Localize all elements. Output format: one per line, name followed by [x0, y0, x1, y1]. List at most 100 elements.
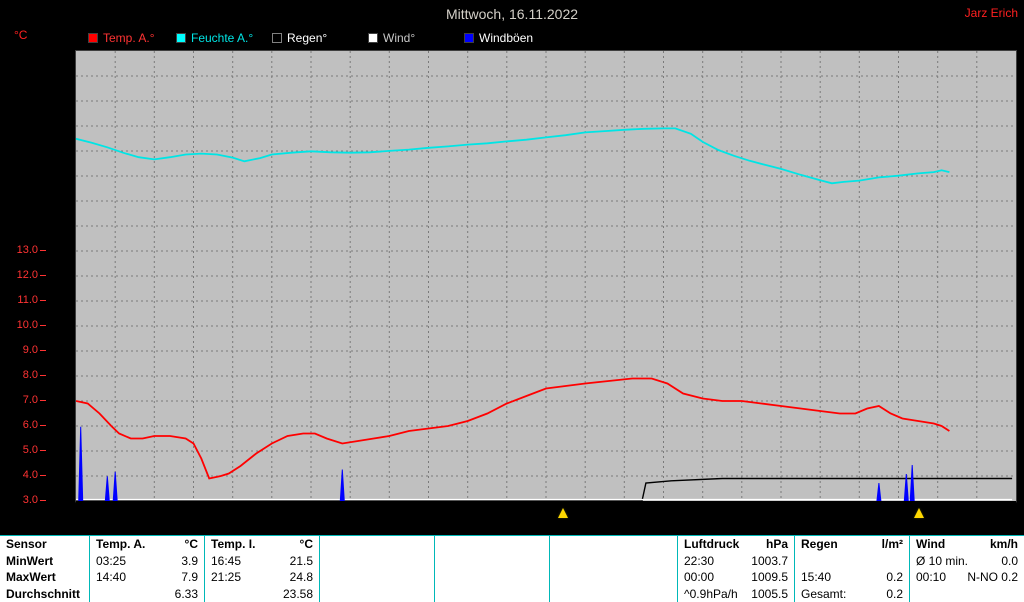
min-luftdruck-time: 22:30 — [684, 553, 715, 568]
y-tick-mark — [40, 350, 46, 351]
min-empty-3 — [550, 552, 678, 569]
col-header-wind: Wind km/h — [910, 536, 1024, 553]
legend-label: Temp. A.° — [103, 31, 155, 45]
min-luftdruck-value: 1003.7 — [751, 553, 788, 568]
series-windb-en-spike — [104, 476, 110, 501]
avg-empty-2 — [435, 585, 550, 602]
y-tick-label: 3.0 — [22, 494, 38, 506]
avg-regen-cell: Gesamt: 0.2 — [795, 585, 910, 602]
series-windb-en-spike — [876, 482, 882, 501]
min-wind-cell: Ø 10 min. 0.0 — [910, 553, 1024, 570]
avg-temp-i-cell: 23.58 — [205, 585, 320, 602]
chart-plot[interactable] — [75, 50, 1017, 503]
row-label-minwert: MinWert — [0, 552, 90, 569]
y-tick-mark — [40, 425, 46, 426]
legend-item-windböen[interactable]: Windböen — [464, 31, 533, 45]
max-temp-a-value: 7.9 — [181, 570, 198, 585]
max-luftdruck-cell: 00:00 1009.5 — [678, 569, 795, 586]
regen-header-label: Regen — [801, 537, 838, 552]
max-empty-2 — [435, 569, 550, 586]
max-temp-i-time: 21:25 — [211, 570, 242, 585]
y-tick-label: 5.0 — [22, 444, 38, 456]
y-tick-label: 7.0 — [22, 394, 38, 406]
chart-legend: Temp. A.° Feuchte A.° Regen° Wind° Windböen — [0, 31, 1024, 45]
legend-item-temp-a[interactable]: Temp. A.° — [88, 31, 155, 45]
series-windb-en-spike — [112, 471, 118, 501]
series-feuchte-a-line — [76, 127, 950, 185]
minwert-label: MinWert — [6, 553, 54, 568]
legend-swatch-icon — [368, 33, 378, 43]
legend-label: Feuchte A.° — [191, 31, 254, 45]
legend-label: Windböen — [479, 31, 534, 45]
col-header-sensor: Sensor — [0, 536, 90, 553]
row-label-durchschnitt: Durchschnitt — [0, 585, 90, 602]
avg-regen-label: Gesamt: — [801, 586, 847, 601]
avg-temp-a-value: 6.33 — [174, 586, 198, 601]
max-wind-value: N-NO 0.2 — [967, 570, 1018, 585]
stats-table: Sensor Temp. A. °C Temp. I. °C Luftdruck hP… — [0, 535, 1024, 602]
y-tick-label: 8.0 — [22, 369, 38, 381]
wind-header-label: Wind — [916, 537, 946, 552]
durchschnitt-label: Durchschnitt — [6, 586, 81, 601]
max-temp-a-time: 14:40 — [96, 570, 127, 585]
series-regen-line — [76, 477, 1013, 501]
col-header-luftdruck: Luftdruck hPa — [678, 536, 795, 553]
event-marker-icon — [914, 508, 925, 518]
stats-row-maxwert: MaxWert 14:40 7.9 21:25 24.8 00:00 1009.5 1… — [0, 569, 1024, 586]
max-regen-value: 0.2 — [886, 570, 903, 585]
y-tick-label: 9.0 — [22, 344, 38, 356]
max-luftdruck-time: 00:00 — [684, 570, 715, 585]
max-regen-cell: 15:40 0.2 — [795, 569, 910, 586]
col-header-empty-2 — [435, 536, 550, 553]
max-luftdruck-value: 1009.5 — [751, 570, 788, 585]
series-windb-en-spike — [78, 426, 84, 501]
legend-item-regen[interactable]: Regen° — [272, 31, 327, 45]
legend-item-wind[interactable]: Wind° — [368, 31, 415, 45]
avg-luftdruck-cell: ^0.9hPa/h 1005.5 — [678, 585, 795, 602]
min-regen-cell — [795, 552, 910, 569]
series-windb-en-spike — [339, 469, 345, 501]
legend-item-feuchte-a[interactable]: Feuchte A.° — [176, 31, 253, 45]
regen-header-unit: l/m² — [881, 537, 903, 552]
page-title: Mittwoch, 16.11.2022 — [445, 6, 579, 22]
y-tick-mark — [40, 325, 46, 326]
stats-header-row: Sensor Temp. A. °C Temp. I. °C Luftdruck hP… — [0, 536, 1024, 553]
y-tick-mark — [40, 275, 46, 276]
wind-header-unit: km/h — [989, 537, 1018, 552]
y-tick-mark — [40, 500, 46, 501]
luftdruck-header-unit: hPa — [765, 537, 788, 552]
max-empty-1 — [320, 569, 435, 586]
y-tick-label: 11.0 — [17, 294, 38, 306]
maxwert-label: MaxWert — [6, 570, 56, 585]
max-temp-i-cell: 21:25 24.8 — [205, 569, 320, 586]
min-temp-a-value: 3.9 — [181, 553, 198, 568]
min-empty-1 — [320, 552, 435, 569]
temp-a-header-unit: °C — [184, 537, 198, 552]
col-header-regen: Regen l/m² — [795, 536, 910, 553]
max-wind-cell: 00:10 N-NO 0.2 — [910, 569, 1024, 586]
y-tick-label: 12.0 — [16, 269, 38, 281]
col-header-temp-a: Temp. A. °C — [90, 536, 205, 553]
min-temp-i-time: 16:45 — [211, 553, 242, 568]
temp-i-header-label: Temp. I. — [211, 537, 256, 552]
y-tick-mark — [40, 475, 46, 476]
avg-temp-a-cell: 6.33 — [90, 585, 205, 602]
min-temp-i-value: 21.5 — [289, 553, 313, 568]
legend-swatch-icon — [88, 33, 98, 43]
avg-regen-value: 0.2 — [886, 586, 903, 601]
legend-label: Regen° — [287, 31, 328, 45]
legend-swatch-icon — [272, 33, 282, 43]
min-luftdruck-cell: 22:30 1003.7 — [678, 552, 795, 569]
y-tick-mark — [40, 300, 46, 301]
col-header-empty-1 — [320, 536, 435, 553]
legend-swatch-icon — [464, 33, 474, 43]
min-empty-2 — [435, 552, 550, 569]
max-wind-time: 00:10 — [916, 570, 947, 585]
min-wind-value: 0.0 — [1001, 553, 1018, 568]
min-temp-a-time: 03:25 — [96, 553, 127, 568]
legend-label: Wind° — [383, 31, 416, 45]
avg-wind-cell — [910, 586, 1024, 602]
avg-empty-1 — [320, 585, 435, 602]
y-tick-label: 6.0 — [22, 419, 38, 431]
